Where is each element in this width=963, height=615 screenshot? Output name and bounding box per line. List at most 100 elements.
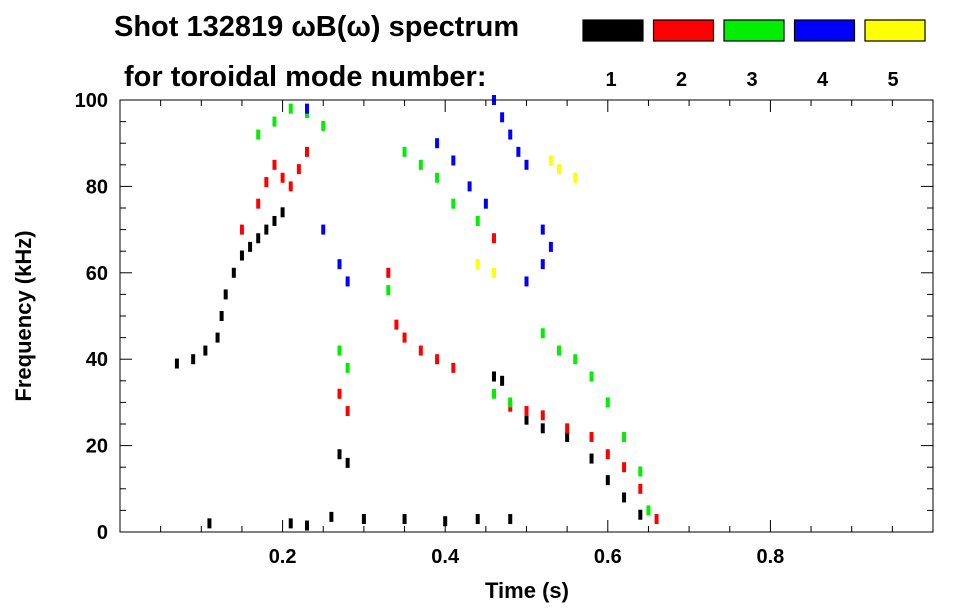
legend-label-5: 5 bbox=[887, 69, 898, 91]
legend-swatch-4 bbox=[793, 19, 856, 42]
y-tick-label: 100 bbox=[75, 90, 108, 112]
mode-1-point bbox=[402, 514, 407, 525]
mode-4-point bbox=[337, 259, 342, 270]
mode-1-point bbox=[638, 509, 643, 520]
y-tick-label: 60 bbox=[86, 263, 108, 285]
y-axis-label: Frequency (kHz) bbox=[11, 230, 36, 401]
mode-1-point bbox=[191, 354, 196, 365]
mode-3-point bbox=[451, 198, 456, 209]
mode-2-point bbox=[296, 164, 301, 175]
mode-5-point bbox=[491, 267, 496, 278]
mode-3-point bbox=[605, 397, 610, 408]
mode-1-point bbox=[239, 250, 244, 261]
mode-2-point bbox=[622, 462, 627, 473]
mode-2-point bbox=[264, 177, 269, 188]
mode-3-point bbox=[272, 116, 277, 127]
legend-label-4: 4 bbox=[817, 69, 829, 91]
mode-3-point bbox=[435, 172, 440, 183]
mode-1-point bbox=[256, 233, 261, 244]
legend: 1 2 3 4 5 bbox=[582, 19, 926, 91]
mode-1-point bbox=[203, 345, 208, 356]
mode-4-point bbox=[540, 259, 545, 270]
x-axis-label: Time (s) bbox=[485, 578, 569, 603]
y-tick-label: 80 bbox=[86, 176, 108, 198]
mode-2-point bbox=[491, 233, 496, 244]
mode-2-point bbox=[280, 172, 285, 183]
legend-label-2: 2 bbox=[676, 69, 687, 91]
mode-2-point bbox=[394, 319, 399, 330]
mode-2-point bbox=[451, 362, 456, 373]
mode-1-point bbox=[304, 520, 309, 531]
mode-2-point bbox=[654, 514, 659, 525]
mode-1-point bbox=[345, 457, 350, 468]
mode-3-point bbox=[589, 371, 594, 382]
mode-3-point bbox=[573, 354, 578, 365]
mode-2-point bbox=[418, 345, 423, 356]
mode-1-point bbox=[361, 514, 366, 525]
mode-3-point bbox=[256, 129, 261, 140]
mode-1-point bbox=[215, 332, 220, 343]
mode-3-point bbox=[288, 103, 293, 114]
mode-4-point bbox=[516, 146, 521, 157]
mode-1-point bbox=[622, 492, 627, 503]
mode-2-point bbox=[272, 159, 277, 170]
mode-5-point bbox=[557, 164, 562, 175]
mode-1-point bbox=[589, 453, 594, 464]
mode-2-point bbox=[524, 406, 529, 417]
mode-2-point bbox=[435, 354, 440, 365]
mode-3-point bbox=[540, 328, 545, 339]
mode-3-point bbox=[321, 120, 326, 131]
x-tick-label: 0.8 bbox=[756, 546, 784, 568]
mode-1-point bbox=[491, 371, 496, 382]
mode-4-point bbox=[524, 276, 529, 287]
mode-2-point bbox=[638, 483, 643, 494]
mode-4-point bbox=[500, 112, 505, 123]
mode-4-point bbox=[435, 138, 440, 149]
x-tick-label: 0.2 bbox=[269, 546, 297, 568]
mode-5-point bbox=[573, 172, 578, 183]
mode-4-point bbox=[508, 129, 513, 140]
mode-3-point bbox=[418, 159, 423, 170]
mode-1-point bbox=[605, 475, 610, 486]
mode-4-point bbox=[345, 276, 350, 287]
mode-1-point bbox=[280, 207, 285, 218]
mode-3-point bbox=[386, 285, 391, 296]
mode-4-point bbox=[451, 155, 456, 166]
mode-1-point bbox=[475, 514, 480, 525]
mode-2-point bbox=[540, 410, 545, 421]
mode-4-point bbox=[304, 103, 309, 114]
mode-3-point bbox=[491, 388, 496, 399]
y-tick-label: 20 bbox=[86, 436, 108, 458]
mode-4-point bbox=[548, 241, 553, 252]
mode-1-point bbox=[337, 449, 342, 460]
mode-1-point bbox=[540, 423, 545, 434]
legend-swatch-1 bbox=[582, 19, 644, 42]
axes: 0.2 0.4 0.6 0.8 0 20 40 60 80 100 bbox=[75, 90, 934, 568]
mode-2-point bbox=[288, 181, 293, 192]
x-tick-label: 0.6 bbox=[594, 546, 622, 568]
mode-1-point bbox=[264, 224, 269, 235]
mode-1-point bbox=[219, 311, 224, 321]
y-tick-label: 0 bbox=[97, 522, 108, 544]
mode-4-point bbox=[321, 224, 326, 235]
mode-3-point bbox=[622, 431, 627, 442]
mode-2-point bbox=[402, 332, 407, 343]
mode-3-point bbox=[638, 466, 643, 477]
x-tick-label: 0.4 bbox=[431, 546, 460, 568]
mode-2-point bbox=[304, 146, 309, 157]
mode-2-point bbox=[345, 406, 350, 417]
mode-2-point bbox=[239, 224, 244, 235]
mode-4-point bbox=[524, 159, 529, 170]
mode-1-point bbox=[174, 358, 179, 369]
mode-4-point bbox=[540, 224, 545, 235]
mode-3-point bbox=[508, 397, 513, 408]
mode-2-point bbox=[386, 267, 391, 278]
mode-3-point bbox=[557, 345, 562, 356]
y-tick-label: 40 bbox=[86, 349, 108, 371]
legend-label-3: 3 bbox=[746, 69, 757, 91]
mode-1-point bbox=[231, 267, 236, 278]
mode-5-point bbox=[548, 155, 553, 166]
legend-label-1: 1 bbox=[605, 69, 616, 91]
legend-swatch-5 bbox=[864, 19, 926, 42]
